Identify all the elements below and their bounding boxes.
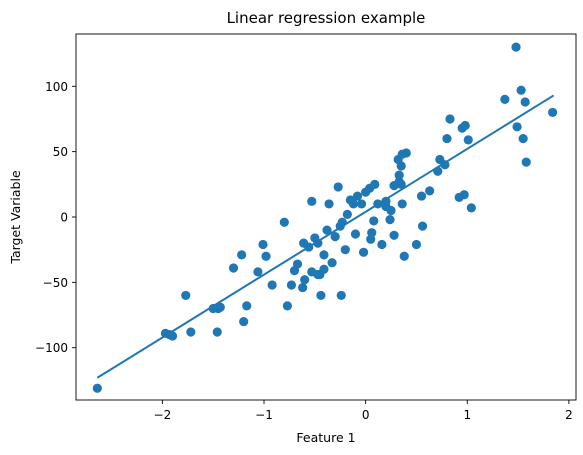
data-point	[445, 114, 455, 124]
data-point	[520, 97, 530, 107]
data-point	[425, 186, 435, 196]
data-point	[239, 316, 249, 327]
data-point	[466, 203, 476, 213]
data-point	[370, 179, 380, 189]
data-point	[352, 191, 363, 201]
x-tick-label: −2	[154, 408, 172, 422]
data-point	[396, 179, 406, 189]
data-point	[460, 120, 470, 131]
data-point	[381, 201, 391, 212]
data-point	[282, 301, 292, 311]
x-tick-label: 1	[463, 408, 471, 422]
data-point	[394, 170, 404, 180]
data-point	[350, 229, 361, 239]
data-point	[319, 250, 329, 260]
data-point	[518, 133, 528, 144]
data-point	[356, 199, 367, 209]
data-point	[342, 209, 352, 219]
data-point	[258, 239, 268, 250]
data-point	[433, 166, 443, 176]
data-point	[292, 259, 303, 269]
data-point	[516, 85, 526, 95]
data-point	[500, 94, 510, 104]
data-point	[463, 135, 473, 145]
data-point	[181, 290, 191, 301]
data-point	[411, 239, 422, 250]
data-point	[307, 196, 317, 206]
y-tick-label: 0	[60, 211, 68, 225]
data-point	[369, 216, 379, 226]
data-point	[548, 107, 558, 118]
data-point	[298, 282, 308, 293]
data-point	[228, 263, 239, 273]
x-tick-label: −1	[255, 408, 273, 422]
y-axis-label: Target Variable	[8, 170, 23, 265]
data-point	[324, 199, 334, 209]
regression-line	[96, 94, 555, 379]
data-point	[286, 280, 297, 290]
data-point	[521, 157, 531, 167]
data-point	[336, 290, 346, 301]
chart-title: Linear regression example	[227, 9, 426, 27]
data-point	[299, 238, 309, 248]
data-point	[396, 161, 406, 171]
x-axis: −2 −1 0 1 2	[154, 400, 573, 422]
data-point	[377, 239, 387, 250]
data-point	[242, 301, 252, 311]
data-point	[313, 238, 323, 248]
data-point	[213, 303, 223, 314]
data-point	[397, 199, 407, 209]
data-point	[512, 122, 522, 132]
data-point	[340, 245, 350, 255]
y-tick-label: −50	[43, 276, 68, 290]
data-point	[267, 280, 277, 290]
data-point	[319, 264, 329, 274]
data-point	[92, 383, 102, 393]
data-point	[327, 258, 337, 268]
data-point	[348, 199, 359, 209]
data-point	[333, 182, 343, 192]
x-tick-label: 2	[565, 408, 573, 422]
x-tick-label: 0	[362, 408, 370, 422]
data-point	[399, 251, 409, 261]
data-point	[440, 160, 450, 170]
data-point	[454, 192, 464, 202]
plot-area	[75, 33, 577, 401]
data-point	[389, 230, 399, 240]
data-point	[401, 148, 411, 158]
y-tick-label: 100	[45, 80, 68, 94]
data-point	[253, 267, 263, 277]
y-tick-label: 50	[53, 145, 68, 159]
data-point	[186, 327, 196, 337]
data-point	[511, 42, 521, 52]
data-point	[385, 215, 395, 225]
data-points-layer	[92, 42, 558, 393]
data-point	[167, 331, 178, 341]
regression-line-layer	[96, 94, 555, 379]
data-point	[359, 247, 369, 257]
data-point	[417, 221, 428, 231]
data-point	[367, 228, 377, 238]
y-tick-label: −100	[35, 341, 68, 355]
data-point	[316, 290, 326, 301]
data-point	[416, 191, 427, 201]
data-point	[279, 217, 289, 227]
data-point	[261, 251, 271, 261]
data-point	[322, 225, 332, 235]
data-point	[373, 199, 383, 209]
data-point	[313, 269, 323, 280]
data-point	[300, 275, 310, 285]
data-point	[237, 250, 247, 260]
data-point	[212, 327, 222, 337]
data-point	[337, 217, 347, 227]
y-axis: −100 −50 0 50 100	[35, 80, 76, 355]
data-point	[442, 133, 452, 144]
x-axis-label: Feature 1	[296, 430, 355, 445]
data-point	[330, 232, 340, 242]
